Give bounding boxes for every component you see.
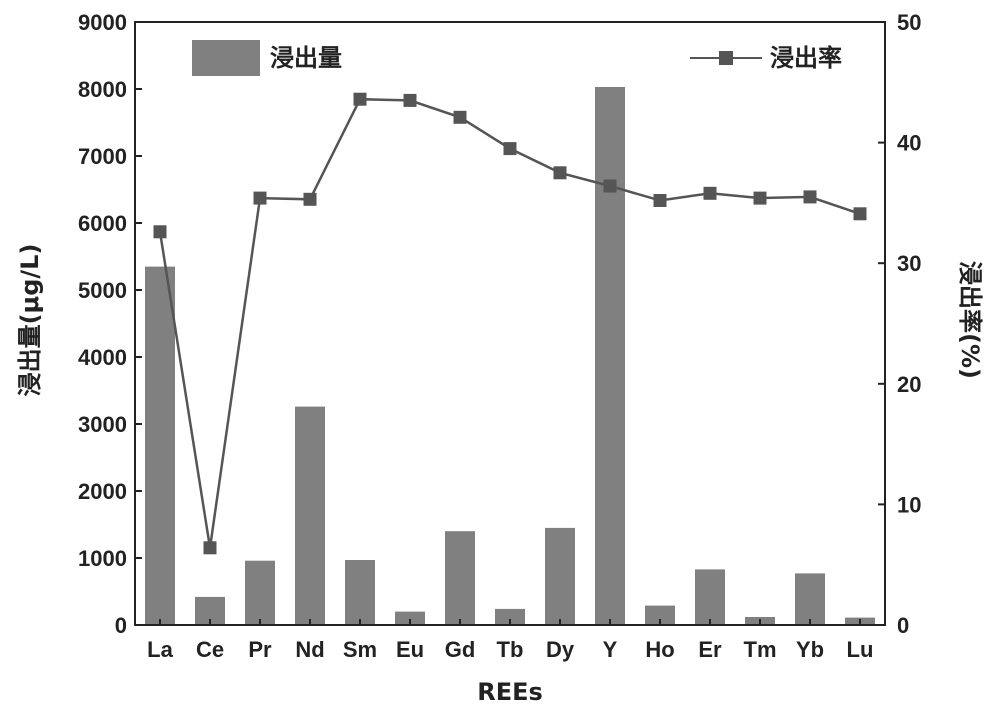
legend-line-marker: [719, 51, 733, 65]
plot-frame: [134, 21, 886, 626]
bars-layer: [145, 87, 875, 625]
y-right-tick-label: 30: [897, 251, 921, 276]
y-left-tick-label: 0: [115, 613, 127, 638]
x-tick-label-Dy: Dy: [546, 637, 575, 662]
y-left-tick-label: 6000: [78, 211, 127, 236]
y-right-tick-label: 50: [897, 10, 921, 35]
x-tick-label-Sm: Sm: [343, 637, 377, 662]
x-tick-label-Eu: Eu: [396, 637, 424, 662]
y-right-tick-label: 40: [897, 131, 921, 156]
bar-Eu: [395, 611, 425, 625]
y-left-tick-label: 3000: [78, 412, 127, 437]
bar-Yb: [795, 573, 825, 625]
x-tick-label-La: La: [147, 637, 173, 662]
line-point-La: [153, 225, 167, 239]
bar-Er: [695, 569, 725, 625]
y-axis-left-title: 浸出量(μg/L): [16, 244, 44, 397]
line-point-Ho: [653, 194, 667, 207]
x-axis-title: REEs: [477, 678, 543, 706]
labels-layer: 0 1000 2000 3000 4000 5000 6000 7000 8000 9000 0 10…: [78, 10, 921, 662]
x-tick-label-Tb: Tb: [497, 637, 524, 662]
x-tick-label-Lu: Lu: [847, 637, 874, 662]
bar-Nd: [295, 406, 325, 625]
x-tick-label-Ce: Ce: [196, 637, 224, 662]
x-tick-label-Pr: Pr: [248, 637, 272, 662]
bar-Y: [595, 87, 625, 625]
x-tick-label-Yb: Yb: [796, 637, 824, 662]
y-left-tick-label: 9000: [78, 10, 127, 35]
x-tick-label-Gd: Gd: [445, 637, 476, 662]
y-left-tick-label: 7000: [78, 144, 127, 169]
y-right-tick-label: 10: [897, 492, 921, 517]
legend-line-label: 浸出率: [770, 44, 842, 72]
x-tick-label-Er: Er: [698, 637, 722, 662]
line-point-Tb: [503, 142, 517, 156]
bar-Ho: [645, 605, 675, 625]
y-axis-right-title: 浸出率(%): [956, 261, 984, 379]
y-left-tick-label: 5000: [78, 278, 127, 303]
x-tick-label-Ho: Ho: [645, 637, 674, 662]
line-point-Y: [603, 179, 617, 193]
line-point-Sm: [353, 92, 367, 106]
bar-Pr: [245, 560, 275, 625]
legend-bar-label: 浸出量: [270, 44, 342, 72]
x-tick-label-Y: Y: [603, 637, 618, 662]
y-right-tick-label: 0: [897, 613, 909, 638]
line-point-Dy: [553, 166, 567, 180]
line-point-Eu: [403, 93, 417, 107]
bar-La: [145, 266, 175, 625]
line-point-Yb: [803, 190, 817, 204]
x-tick-label-Tm: Tm: [744, 637, 777, 662]
line-point-Tm: [753, 191, 767, 205]
y-left-tick-label: 8000: [78, 77, 127, 102]
line-point-Lu: [853, 207, 867, 221]
axes-layer: [134, 21, 886, 626]
y-left-tick-label: 2000: [78, 479, 127, 504]
x-tick-label-Nd: Nd: [295, 637, 324, 662]
line-point-Ce: [203, 541, 217, 555]
line-layer: [153, 92, 867, 555]
y-right-tick-label: 20: [897, 372, 921, 397]
bar-Tb: [495, 608, 525, 625]
line-point-Nd: [303, 192, 317, 206]
line-point-Gd: [453, 110, 467, 124]
y-left-tick-label: 1000: [78, 546, 127, 571]
line-series-path: [158, 97, 861, 548]
line-point-Er: [703, 186, 717, 200]
legend-bar-swatch: [192, 40, 260, 76]
legend: 浸出量 浸出率: [192, 40, 842, 76]
bar-Gd: [445, 531, 475, 625]
bar-Dy: [545, 527, 575, 625]
line-point-Pr: [253, 191, 267, 205]
bar-Sm: [345, 560, 375, 625]
y-left-tick-label: 4000: [78, 345, 127, 370]
